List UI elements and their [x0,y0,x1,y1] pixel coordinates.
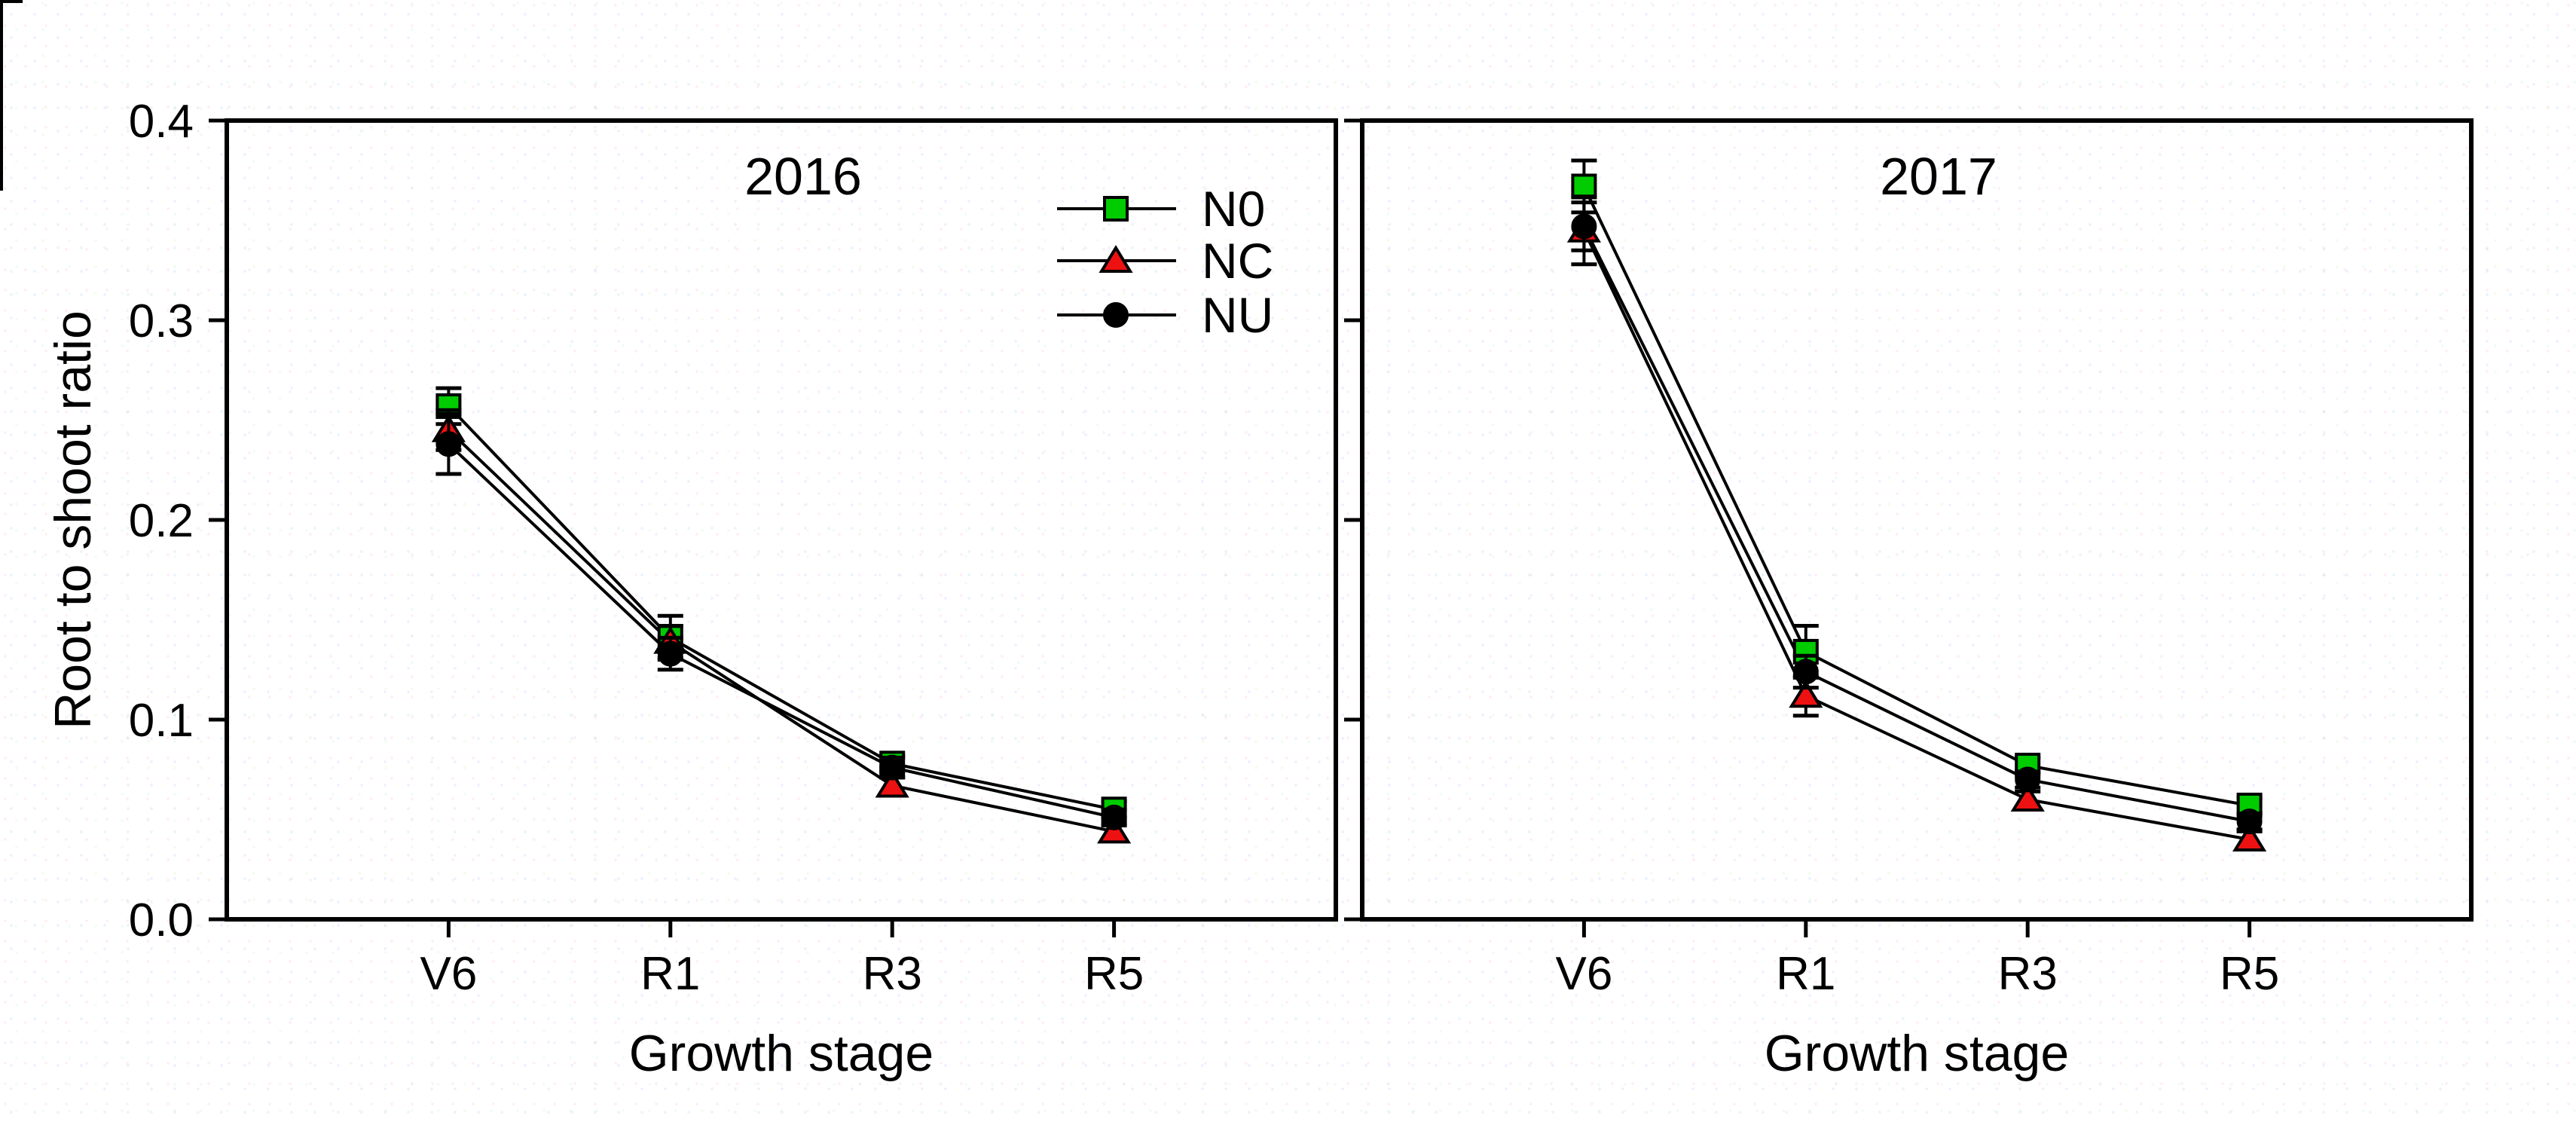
x-tick-label: R3 [1998,948,2058,1000]
marker-triangle-NC [1789,680,1823,708]
series-line-NC [448,429,1115,833]
panel-box-2016 [225,118,1338,922]
series-line-N0 [1582,185,2250,807]
x-axis-title-left: Growth stage [629,1025,934,1082]
legend-marker-NC [1099,245,1133,273]
marker-circle-NU [2015,766,2041,793]
panel-label-2016: 2016 [744,147,862,206]
marker-triangle-NC [2232,824,2267,851]
series-line-NU [1582,225,2250,824]
marker-triangle-NC [1097,815,1132,844]
x-tick-label: R5 [1084,948,1144,1000]
x-axis-title-right: Growth stage [1765,1025,2069,1082]
marker-triangle-NC [2010,784,2045,812]
panel-label-2017: 2017 [1880,147,1997,206]
y-axis-title: Root to shoot ratio [44,310,102,729]
y-tick-label: 0.3 [129,295,194,347]
y-tick-label: 0.2 [129,495,194,547]
marker-circle-NU [1101,804,1127,830]
marker-circle-NU [1792,659,1819,685]
x-tick-label: R3 [863,948,922,1000]
y-tick-label: 0.4 [129,96,194,148]
legend-label-N0: N0 [1202,181,1265,237]
marker-circle-NU [657,640,683,667]
x-tick-label: R1 [640,948,700,1000]
series-line-NC [1582,229,2250,841]
legend-marker-NU [1103,302,1129,328]
legend-marker-N0 [1103,196,1129,222]
x-tick-label: V6 [1555,948,1612,1000]
series-line-N0 [447,405,1115,812]
marker-circle-NU [1571,213,1597,240]
marker-triangle-NC [875,769,909,798]
marker-circle-NU [879,754,906,781]
marker-circle-NU [2236,809,2263,835]
panel-box-2017 [1360,118,2474,922]
y-tick-label: 0.1 [129,695,194,747]
legend-label-NU: NU [1202,287,1273,343]
marker-square-N0 [1571,173,1597,200]
x-tick-label: R1 [1776,948,1835,1000]
x-tick-label: V6 [420,948,477,1000]
y-tick-label: 0.0 [129,894,194,946]
legend-label-NC: NC [1202,233,1273,289]
marker-circle-NU [435,431,462,457]
x-tick-label: R5 [2220,948,2279,1000]
series-line-NU [448,442,1115,819]
